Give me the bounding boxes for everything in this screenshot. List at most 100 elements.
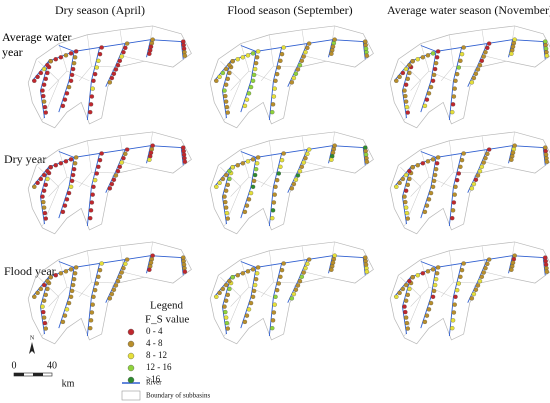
- site-dot: [124, 41, 130, 46]
- site-dot: [220, 70, 226, 76]
- site-dot: [273, 294, 278, 299]
- site-dot: [404, 210, 410, 216]
- site-dot: [415, 57, 420, 62]
- site-dot: [119, 160, 124, 165]
- site-dot: [40, 194, 45, 199]
- site-dot: [330, 260, 336, 265]
- site-dot: [407, 70, 412, 76]
- site-dot: [90, 192, 95, 197]
- site-dot: [150, 143, 155, 148]
- site-dot: [250, 51, 256, 56]
- site-dot: [182, 266, 187, 271]
- site-dot: [62, 203, 68, 208]
- site-dot: [41, 188, 47, 193]
- site-dot: [475, 173, 481, 178]
- site-dot: [291, 75, 297, 81]
- site-dot: [425, 159, 431, 164]
- site-dot: [69, 178, 75, 184]
- site-dot: [92, 288, 98, 293]
- site-dot: [435, 49, 441, 54]
- site-dot: [330, 44, 336, 49]
- site-dot: [331, 41, 337, 46]
- site-dot: [88, 318, 94, 323]
- site-dot: [45, 279, 50, 284]
- site-dot: [394, 184, 399, 189]
- site-dot: [276, 281, 281, 286]
- site-dot: [405, 326, 410, 331]
- site-dot: [45, 63, 50, 68]
- site-dot: [512, 37, 517, 42]
- site-dot: [53, 57, 58, 62]
- site-dot: [225, 216, 230, 221]
- site-dot: [273, 184, 278, 189]
- site-dot: [88, 102, 94, 107]
- site-dot: [425, 269, 431, 274]
- basin-map: [389, 131, 550, 235]
- site-dot: [181, 145, 186, 150]
- site-dot: [403, 99, 409, 104]
- site-dot: [481, 270, 486, 275]
- site-dot: [38, 286, 44, 292]
- site-dot: [434, 271, 440, 276]
- site-dot: [246, 307, 252, 312]
- site-dot: [461, 45, 466, 50]
- site-dot: [332, 253, 337, 258]
- site-dot: [117, 58, 122, 63]
- site-dot: [400, 176, 406, 182]
- site-dot: [181, 259, 186, 264]
- site-dot: [240, 55, 246, 60]
- site-dot: [43, 326, 48, 331]
- site-dot: [452, 192, 457, 197]
- site-dot: [511, 41, 517, 46]
- site-dot: [109, 291, 115, 297]
- site-dot: [486, 41, 492, 46]
- site-dot: [363, 149, 368, 154]
- site-dot: [509, 48, 515, 53]
- site-dot: [92, 72, 98, 77]
- site-dot: [278, 58, 283, 63]
- basin-map: [209, 241, 374, 345]
- site-dot: [123, 45, 128, 50]
- site-dot: [111, 177, 117, 182]
- site-dot: [42, 320, 48, 326]
- site-dot: [32, 184, 37, 189]
- site-dot: [107, 80, 112, 85]
- site-dot: [471, 291, 477, 297]
- site-dot: [150, 253, 155, 258]
- site-dot: [512, 253, 517, 258]
- site-dot: [279, 52, 285, 57]
- site-dot: [72, 161, 78, 166]
- legend-dot: [127, 364, 135, 372]
- site-dot: [32, 78, 37, 83]
- site-dot: [71, 61, 77, 66]
- site-dot: [543, 259, 548, 264]
- site-dot: [454, 72, 460, 77]
- site-dot: [223, 282, 229, 288]
- site-dot: [88, 216, 93, 221]
- site-dot: [432, 282, 438, 288]
- site-dot: [217, 74, 222, 79]
- site-dot: [147, 157, 152, 162]
- site-dot: [88, 208, 94, 213]
- site-dot: [279, 158, 285, 163]
- site-dot: [435, 155, 441, 160]
- site-dot: [58, 271, 64, 276]
- site-dot: [254, 271, 260, 276]
- row-label: Dry year: [4, 152, 46, 166]
- site-dot: [35, 290, 40, 295]
- site-dot: [245, 53, 251, 58]
- site-dot: [511, 147, 517, 152]
- site-dot: [544, 269, 550, 274]
- site-dot: [426, 197, 432, 202]
- site-dot: [72, 55, 78, 60]
- site-dot: [217, 290, 222, 295]
- site-dot: [182, 269, 188, 274]
- site-dot: [60, 103, 66, 108]
- site-dot: [73, 155, 79, 160]
- site-dot: [363, 152, 369, 157]
- site-dot: [63, 269, 69, 274]
- site-dot: [41, 82, 47, 87]
- site-dot: [223, 188, 229, 193]
- site-dot: [403, 298, 409, 303]
- site-dot: [41, 315, 47, 320]
